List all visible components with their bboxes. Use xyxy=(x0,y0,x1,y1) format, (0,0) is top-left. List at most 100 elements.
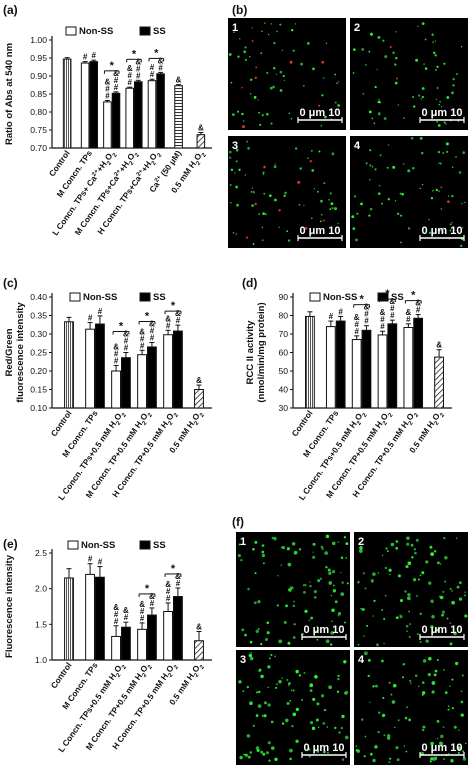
green-fluorescent-spot xyxy=(406,542,410,546)
green-fluorescent-spot xyxy=(330,631,335,635)
bar xyxy=(111,635,122,661)
green-fluorescent-spot xyxy=(389,573,391,576)
legend-label-non-ss: Non-SS xyxy=(83,292,117,303)
green-fluorescent-spot xyxy=(402,163,405,165)
green-fluorescent-spot xyxy=(383,617,386,620)
green-fluorescent-spot xyxy=(374,85,377,89)
green-fluorescent-spot xyxy=(281,677,283,679)
green-fluorescent-spot xyxy=(343,660,347,664)
green-fluorescent-spot xyxy=(276,30,278,33)
green-fluorescent-spot xyxy=(419,612,422,615)
green-fluorescent-spot xyxy=(455,661,459,666)
green-fluorescent-spot xyxy=(235,160,238,163)
green-fluorescent-spot xyxy=(258,111,261,114)
green-fluorescent-spot xyxy=(451,221,453,224)
tile-number: 1 xyxy=(240,536,246,548)
legend-swatch-ss xyxy=(377,292,389,302)
green-fluorescent-spot xyxy=(320,545,324,549)
green-fluorescent-spot xyxy=(430,741,434,746)
chart-panel-d: (d) 30 40 50 60 70 80 90 RCC II activity(nmol/mi… xyxy=(242,276,452,502)
green-fluorescent-spot xyxy=(369,164,372,167)
green-fluorescent-spot xyxy=(325,534,330,539)
green-fluorescent-spot xyxy=(437,561,440,565)
bar xyxy=(377,334,388,409)
significance-mark: & xyxy=(196,622,202,631)
significance-mark: # xyxy=(176,579,181,588)
green-fluorescent-spot xyxy=(266,631,270,635)
significance-mark: & xyxy=(135,57,141,66)
green-fluorescent-spot xyxy=(410,136,414,140)
green-fluorescent-spot xyxy=(446,617,449,620)
y-tick-label: 0.95 xyxy=(30,53,47,63)
green-fluorescent-spot xyxy=(384,55,388,59)
significance-mark: # xyxy=(150,63,155,72)
green-fluorescent-spot xyxy=(447,195,450,197)
micrograph-tile: 4 0 μm 10 xyxy=(354,650,468,765)
micrograph-tile: 4 0 μm 10 xyxy=(350,136,468,248)
green-fluorescent-spot xyxy=(290,586,294,590)
green-fluorescent-spot xyxy=(235,233,238,235)
green-fluorescent-spot xyxy=(310,616,314,620)
green-fluorescent-spot xyxy=(458,729,460,731)
green-fluorescent-spot xyxy=(261,30,263,33)
green-fluorescent-spot xyxy=(404,590,407,593)
significance-star: * xyxy=(119,321,124,333)
green-fluorescent-spot xyxy=(261,714,265,718)
green-fluorescent-spot xyxy=(400,214,403,217)
significance-mark: # xyxy=(83,53,88,62)
green-fluorescent-spot xyxy=(272,85,275,89)
significance-mark: # xyxy=(176,316,181,325)
green-fluorescent-spot xyxy=(249,656,254,661)
green-fluorescent-spot xyxy=(390,693,393,696)
green-fluorescent-spot xyxy=(434,68,437,71)
green-fluorescent-spot xyxy=(436,719,440,723)
green-fluorescent-spot xyxy=(300,62,303,66)
legend-swatch-non-ss xyxy=(65,26,77,36)
green-fluorescent-spot xyxy=(331,207,334,210)
green-fluorescent-spot xyxy=(391,700,396,704)
green-fluorescent-spot xyxy=(357,581,360,584)
legend-swatch-ss xyxy=(139,540,151,550)
bar xyxy=(80,62,90,149)
green-fluorescent-spot xyxy=(437,150,440,154)
green-fluorescent-spot xyxy=(260,52,263,55)
scale-bar-label: 0 μm 10 xyxy=(422,624,463,636)
green-fluorescent-spot xyxy=(359,549,363,553)
green-fluorescent-spot xyxy=(244,633,247,637)
green-fluorescent-spot xyxy=(460,690,463,693)
significance-mark: & xyxy=(405,308,411,317)
green-fluorescent-spot xyxy=(228,53,232,56)
red-fluorescent-spot xyxy=(289,60,293,64)
green-fluorescent-spot xyxy=(338,228,341,231)
green-fluorescent-spot xyxy=(312,542,316,546)
significance-mark: # xyxy=(127,78,132,87)
green-fluorescent-spot xyxy=(365,64,367,66)
green-fluorescent-spot xyxy=(265,638,268,641)
green-fluorescent-spot xyxy=(386,549,389,553)
green-fluorescent-spot xyxy=(458,171,462,174)
green-fluorescent-spot xyxy=(298,674,302,677)
significance-mark: # xyxy=(140,607,145,616)
y-tick-label: 0.10 xyxy=(30,403,47,413)
green-fluorescent-spot xyxy=(238,543,241,546)
green-fluorescent-spot xyxy=(237,55,240,58)
significance-mark: # xyxy=(354,320,359,329)
green-fluorescent-spot xyxy=(283,79,286,82)
green-fluorescent-spot xyxy=(412,96,415,99)
green-fluorescent-spot xyxy=(403,662,406,665)
green-fluorescent-spot xyxy=(255,629,260,634)
green-fluorescent-spot xyxy=(421,571,425,575)
green-fluorescent-spot xyxy=(260,750,264,754)
bar xyxy=(103,101,112,149)
bar xyxy=(325,326,336,409)
scale-bar-label: 0 μm 10 xyxy=(422,225,463,237)
bar xyxy=(361,329,372,409)
y-tick-label: 1.00 xyxy=(30,35,47,45)
y-tick-label: 0.80 xyxy=(30,107,47,117)
green-fluorescent-spot xyxy=(319,577,323,580)
green-fluorescent-spot xyxy=(458,581,462,585)
green-fluorescent-spot xyxy=(383,117,387,121)
chart-panel-a: (a) 0.70 0.75 0.80 0.85 0.90 0.95 1.00 Ratio of … xyxy=(3,3,212,237)
green-fluorescent-spot xyxy=(444,691,448,695)
green-fluorescent-spot xyxy=(397,104,400,106)
